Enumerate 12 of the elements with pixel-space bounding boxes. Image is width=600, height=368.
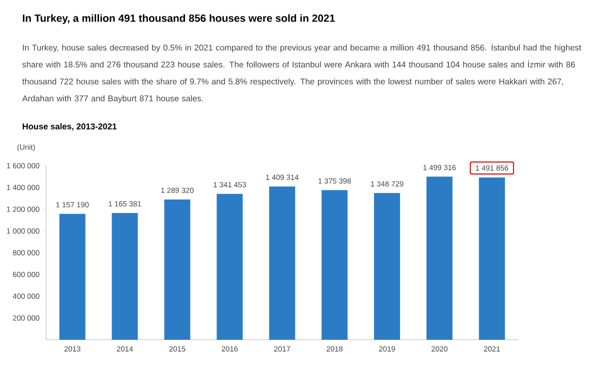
bar — [478, 177, 505, 340]
bar — [164, 200, 190, 340]
bar — [269, 186, 296, 340]
text: In Turkey, house sales decreased by 0.5% in 2021 compared to the previous year and became a million 491 thousand 856. İstanbul had the highest share with 18.5% and 276 thousand 223 house sales. The followers of Istanbul were Ankara with 144 thousand 104 house sales and İzmir with 86 thousand 722 house sales with the share of 9.7% and 5.8% respectively. The provinces with the lowest number of sales were Hakkari with 267, Ardahan with 377 and Bayburt 871 house sales. — [22, 43, 582, 104]
chart-title: In Turkey, a million 491 thousand 856 houses were sold in 2021 — [22, 14, 335, 24]
bar — [216, 194, 243, 340]
bar — [374, 193, 400, 340]
bar — [59, 214, 86, 340]
bar — [112, 212, 138, 340]
text: House sales, 2013-2021 — [22, 123, 117, 131]
bar — [426, 176, 452, 340]
bar — [322, 190, 348, 340]
